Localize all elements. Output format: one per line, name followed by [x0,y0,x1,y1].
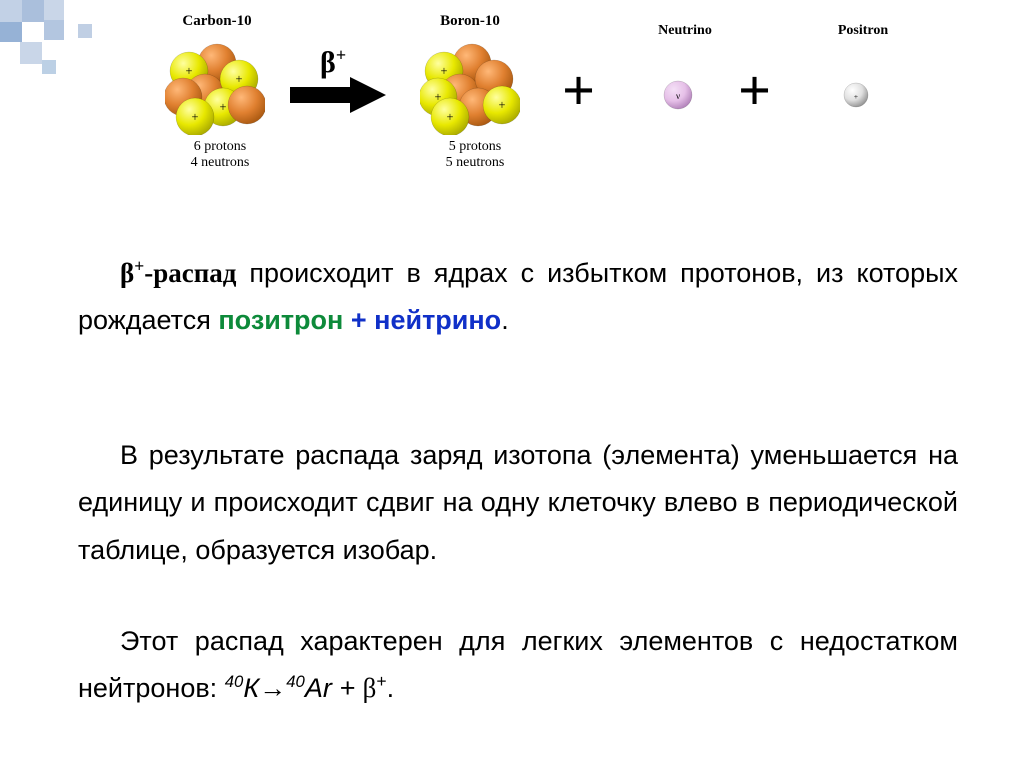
plus-sign-2: + [738,57,771,124]
p3-end: . [387,673,395,703]
arrow-symbol: → [259,673,286,703]
neutrino-word: нейтрино [374,305,501,335]
positron-label: Positron [808,23,918,39]
svg-text:+: + [186,64,193,78]
iso1: К [243,673,259,703]
beta-sym: β [363,673,377,703]
carbon-composition: 6 protons 4 neutrons [175,139,265,171]
neutrino-particle: ν [658,75,698,115]
p3-text: Этот распад характерен для легких элемен… [78,626,958,703]
paragraph-1: β+-распад происходит в ядрах с избытком … [78,250,958,345]
paragraph-2: В результате распада заряд изотопа (элем… [78,432,958,574]
iso2-sup: 40 [286,672,305,691]
beta-sup: + [376,671,386,691]
reaction-arrow-icon [288,75,388,115]
svg-text:+: + [499,98,506,112]
carbon-label: Carbon-10 [162,13,272,30]
svg-text:ν: ν [676,91,680,101]
neutrino-label: Neutrino [630,23,740,39]
carbon-nucleus: + + + + [165,35,265,135]
iso1-sup: 40 [225,672,244,691]
svg-text:+: + [447,110,454,124]
svg-text:+: + [236,72,243,86]
svg-text:+: + [441,64,448,78]
p2-text: В результате распада заряд изотопа (элем… [78,440,958,565]
beta-bullet: β+-распад [120,258,236,288]
boron-composition: 5 protons 5 neutrons [430,139,520,171]
plus-sign-1: + [562,57,595,124]
p1-end: . [501,305,509,335]
positron-word: позитрон [218,305,343,335]
decay-diagram: Carbon-10 ++++ 6 protons 4 neutrons β+ B… [140,35,960,215]
svg-text:+: + [220,100,227,114]
svg-text:+: + [192,110,199,124]
iso2: Ar + [305,673,363,703]
plus-word: + [343,305,374,335]
paragraph-3: Этот распад характерен для легких элемен… [78,618,958,713]
boron-label: Boron-10 [415,13,525,30]
positron-particle: + [840,79,872,111]
boron-nucleus: ++++ [420,35,520,135]
svg-text:+: + [854,92,859,101]
